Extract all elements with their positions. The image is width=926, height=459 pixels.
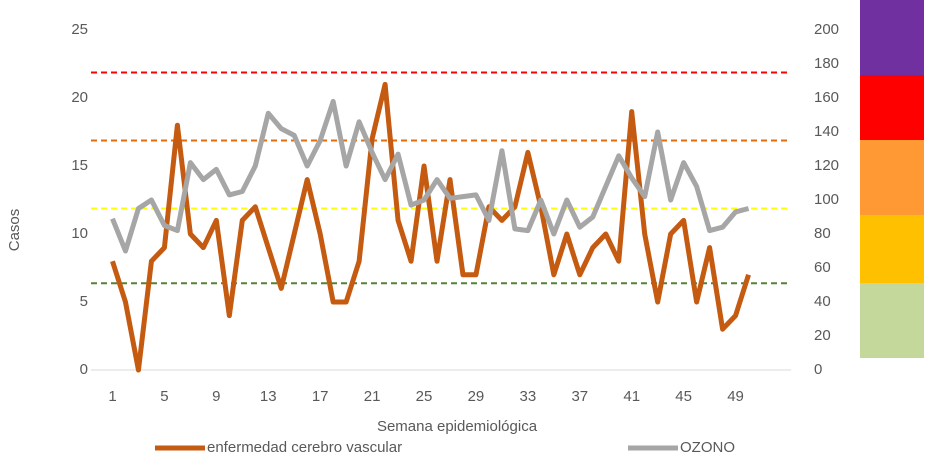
x-tick-label: 29 <box>468 388 485 405</box>
legend-label: OZONO <box>680 439 735 456</box>
y2-tick-label: 140 <box>814 123 839 140</box>
y2-tick-label: 180 <box>814 55 839 72</box>
x-tick-label: 41 <box>623 388 640 405</box>
x-tick-label: 13 <box>260 388 277 405</box>
y-tick-label: 15 <box>71 157 88 174</box>
x-tick-label: 37 <box>571 388 588 405</box>
x-tick-label: 45 <box>675 388 692 405</box>
y-axis-title: Casos <box>6 209 23 252</box>
y2-tick-label: 80 <box>814 225 831 242</box>
y-tick-label: 20 <box>71 89 88 106</box>
x-axis-title: Semana epidemiológica <box>377 418 538 435</box>
x-tick-label: 5 <box>160 388 168 405</box>
y-tick-label: 0 <box>80 361 88 378</box>
band-yellow <box>860 215 924 283</box>
y2-tick-label: 20 <box>814 327 831 344</box>
x-tick-label: 9 <box>212 388 220 405</box>
band-orange <box>860 140 924 215</box>
x-tick-label: 49 <box>727 388 744 405</box>
band-purple <box>860 0 924 75</box>
series-line <box>110 98 750 254</box>
band-red <box>860 75 924 140</box>
x-tick-label: 33 <box>520 388 537 405</box>
x-tick-label: 21 <box>364 388 381 405</box>
y2-tick-label: 200 <box>814 21 839 38</box>
y-tick-label: 5 <box>80 293 88 310</box>
x-tick-label: 1 <box>108 388 116 405</box>
x-tick-label: 17 <box>312 388 329 405</box>
band-green <box>860 283 924 358</box>
y-tick-label: 25 <box>71 21 88 38</box>
y2-tick-label: 60 <box>814 259 831 276</box>
series-line <box>110 81 751 373</box>
x-tick-label: 25 <box>416 388 433 405</box>
y-tick-label: 10 <box>71 225 88 242</box>
y2-tick-label: 100 <box>814 191 839 208</box>
y2-tick-label: 40 <box>814 293 831 310</box>
y2-tick-label: 0 <box>814 361 822 378</box>
y2-tick-label: 120 <box>814 157 839 174</box>
legend-label: enfermedad cerebro vascular <box>207 439 402 456</box>
y2-tick-label: 160 <box>814 89 839 106</box>
